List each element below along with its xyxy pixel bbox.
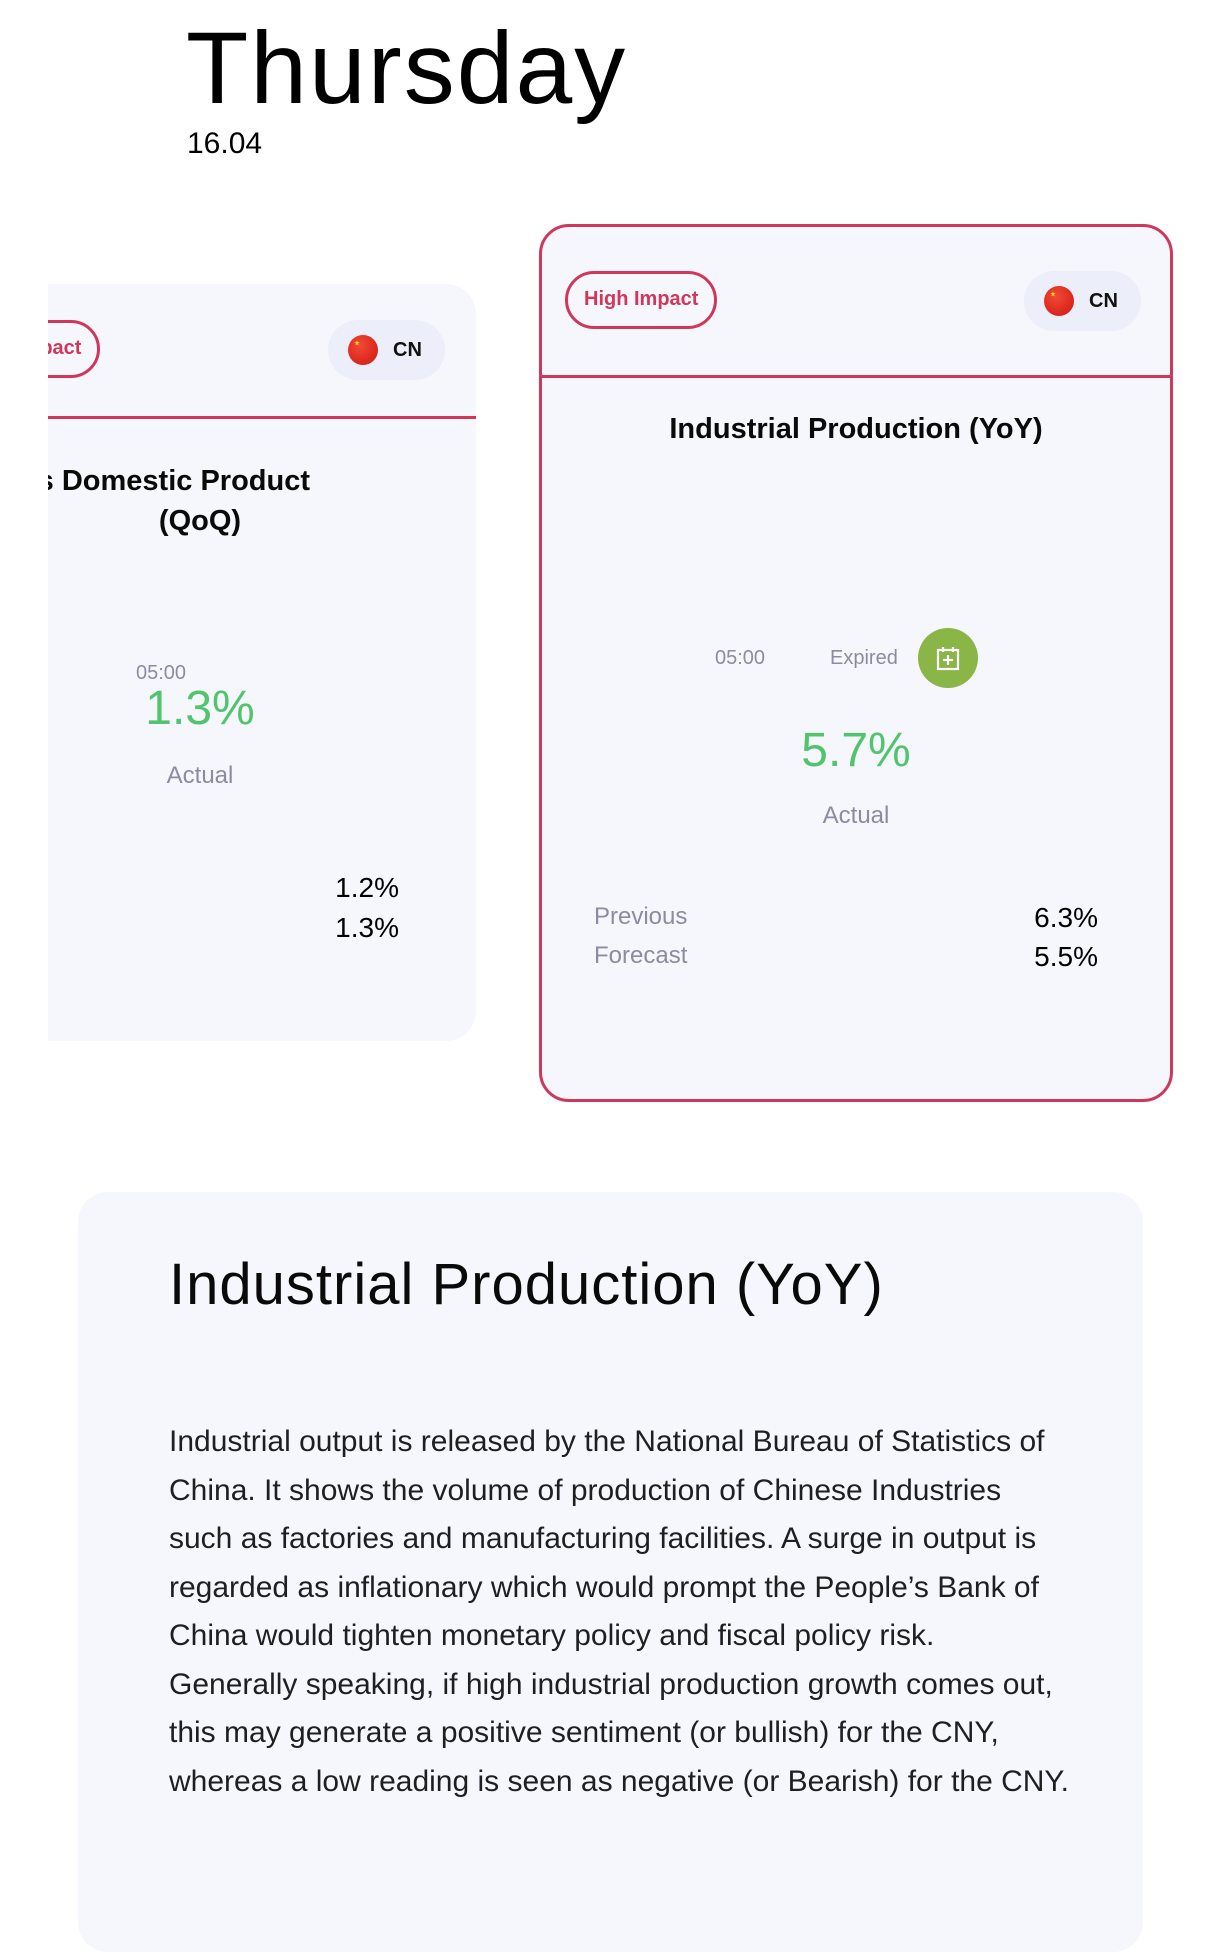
actual-label: Actual bbox=[822, 802, 890, 829]
china-flag-icon bbox=[348, 335, 378, 365]
china-flag-icon bbox=[1044, 286, 1074, 316]
event-title: Industrial Production (YoY) bbox=[669, 413, 1043, 445]
forecast-value: 5.5% bbox=[1034, 941, 1098, 972]
event-title-line2: (QoQ) bbox=[158, 505, 242, 537]
event-card-gdp[interactable]: High Impact CN Gross Domestic Product (Q… bbox=[0, 284, 476, 1041]
actual-value: 5.7% bbox=[801, 724, 911, 777]
impact-badge-label: High Impact bbox=[584, 288, 699, 310]
date-label: 16.04 bbox=[187, 127, 263, 160]
country-code: CN bbox=[393, 339, 422, 361]
previous-value: 1.2% bbox=[335, 872, 399, 903]
country-badge: CN bbox=[1024, 271, 1141, 331]
country-badge: CN bbox=[328, 320, 445, 380]
description-body: Industrial output is released by the Nat… bbox=[169, 1425, 1069, 1798]
calendar-add-icon bbox=[936, 647, 960, 671]
event-card-industrial-production[interactable]: High Impact CN Industrial Production (Yo… bbox=[539, 224, 1173, 1102]
add-to-calendar-button[interactable] bbox=[918, 628, 978, 688]
event-time: 05:00 bbox=[136, 662, 187, 684]
previous-label: Previous bbox=[594, 903, 688, 930]
card-divider bbox=[0, 416, 476, 419]
event-status: Expired bbox=[830, 647, 898, 669]
forecast-value: 1.3% bbox=[335, 912, 399, 943]
impact-badge: High Impact bbox=[565, 271, 718, 329]
event-description-panel: Industrial Production (YoY) Industrial o… bbox=[78, 1192, 1143, 1952]
forecast-label: Forecast bbox=[594, 942, 688, 969]
country-code: CN bbox=[1089, 290, 1118, 312]
actual-value: 1.3% bbox=[145, 682, 255, 735]
day-title: Thursday bbox=[186, 11, 628, 125]
event-time: 05:00 bbox=[715, 647, 766, 669]
description-title: Industrial Production (YoY) bbox=[169, 1252, 884, 1317]
previous-value: 6.3% bbox=[1034, 902, 1098, 933]
card-divider bbox=[542, 375, 1170, 378]
event-title: Gross Domestic Product (QoQ) bbox=[0, 461, 400, 541]
carousel-clip bbox=[0, 200, 48, 1300]
actual-label: Actual bbox=[166, 762, 234, 789]
